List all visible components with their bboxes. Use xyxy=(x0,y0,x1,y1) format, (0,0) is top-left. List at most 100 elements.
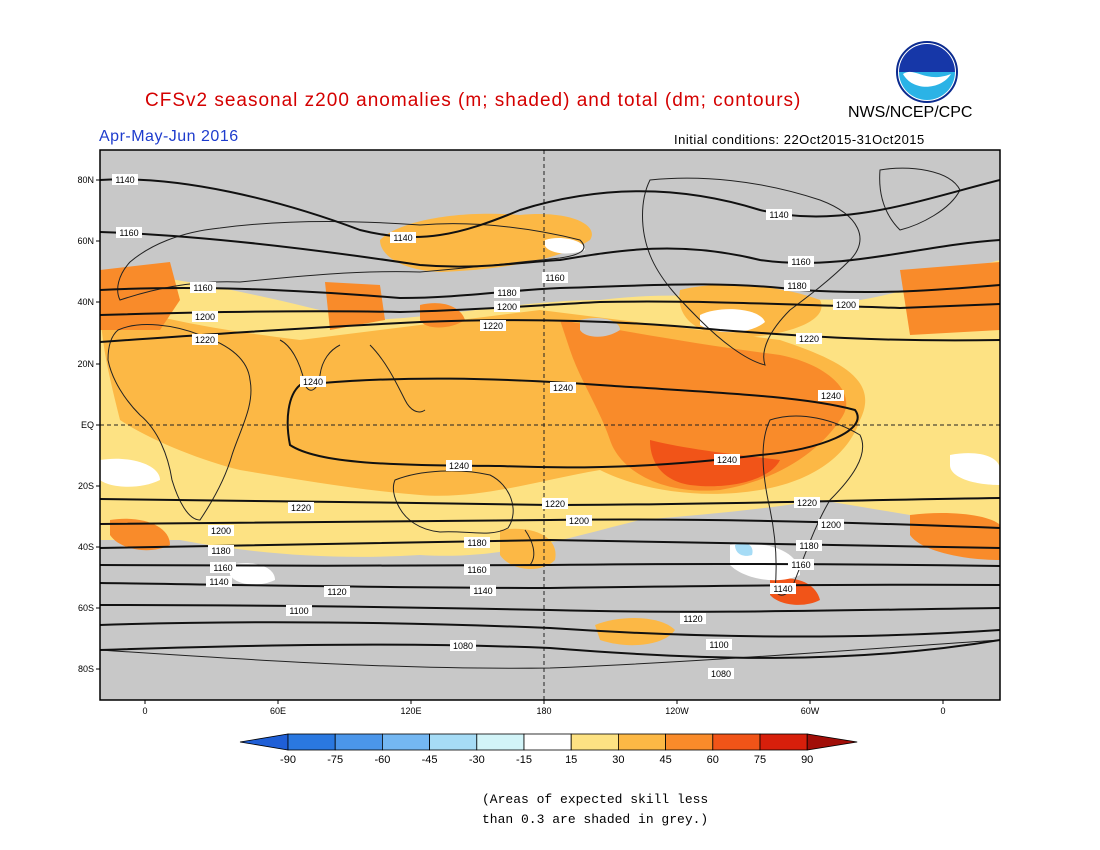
contour-label: 1200 xyxy=(833,299,859,310)
anomaly-near-zero xyxy=(230,563,275,585)
colorbar-box xyxy=(665,733,714,751)
continent-outlines xyxy=(100,167,1000,669)
lon-tick: 60W xyxy=(801,700,820,716)
anomaly-30-45 xyxy=(595,618,675,646)
svg-text:60W: 60W xyxy=(801,706,820,716)
contour-label: 1160 xyxy=(210,562,236,573)
contour-label: 1140 xyxy=(206,576,232,587)
contour-label: 1180 xyxy=(208,545,234,556)
contour-label: 1140 xyxy=(766,209,792,220)
contour-label: 1220 xyxy=(542,498,568,509)
svg-text:1220: 1220 xyxy=(799,334,819,344)
contour-label: 1220 xyxy=(288,502,314,513)
svg-text:80N: 80N xyxy=(77,175,94,185)
low-skill-grey-area xyxy=(380,284,470,305)
svg-text:1160: 1160 xyxy=(467,565,486,575)
colorbar-tick-label: -90 xyxy=(280,754,296,766)
svg-text:1160: 1160 xyxy=(119,228,138,238)
anomaly-45-60 xyxy=(110,518,170,551)
colorbar-box xyxy=(523,733,572,751)
latitude-axis: 80N 60N 40N 20N EQ 20S 40S 60S 80S xyxy=(77,175,100,674)
svg-text:1140: 1140 xyxy=(393,233,412,243)
svg-text:1200: 1200 xyxy=(497,302,517,312)
antarctica-outline xyxy=(100,639,1000,669)
lat-tick: 60S xyxy=(78,603,100,613)
colorbar-tick-label: -60 xyxy=(374,754,390,766)
svg-text:60N: 60N xyxy=(77,236,94,246)
svg-text:1180: 1180 xyxy=(467,538,486,548)
contour-1160-south xyxy=(100,562,1000,567)
lat-tick: 40S xyxy=(78,542,100,552)
contour-label: 1140 xyxy=(112,174,138,185)
lon-tick: 120E xyxy=(400,700,422,716)
svg-text:1220: 1220 xyxy=(797,498,817,508)
lon-tick: 180 xyxy=(536,700,552,716)
contour-label: 1180 xyxy=(784,280,810,291)
colorbar-box xyxy=(287,733,336,751)
contour-label: 1240 xyxy=(818,390,844,401)
svg-text:1180: 1180 xyxy=(787,281,806,291)
contour-1200-north xyxy=(100,300,1000,316)
colorbar-tick-label: 75 xyxy=(754,754,766,766)
svg-text:1080: 1080 xyxy=(453,641,473,651)
svg-text:0: 0 xyxy=(142,706,147,716)
colorbar-box xyxy=(334,733,383,751)
colorbar-tick-label: 60 xyxy=(707,754,719,766)
contour-label: 1200 xyxy=(818,519,844,530)
svg-text:120E: 120E xyxy=(400,706,421,716)
svg-text:1220: 1220 xyxy=(483,321,503,331)
svg-text:80S: 80S xyxy=(78,664,94,674)
contour-label: 1180 xyxy=(464,537,490,548)
svg-text:60S: 60S xyxy=(78,603,94,613)
anomaly-30-45 xyxy=(380,213,592,272)
svg-text:1180: 1180 xyxy=(497,288,516,298)
contour-label: 1100 xyxy=(706,639,732,650)
contour-label: 1140 xyxy=(470,585,496,596)
colorbar-ticks: -90 -75 -60 -45 -30 -15 15 30 45 60 75 90 xyxy=(280,754,813,766)
lon-tick: 0 xyxy=(940,700,946,716)
lat-tick: 20N xyxy=(77,359,100,369)
svg-text:120W: 120W xyxy=(665,706,689,716)
anomaly-near-zero xyxy=(100,458,160,487)
colorbar-tick-label: 90 xyxy=(801,754,813,766)
svg-text:1140: 1140 xyxy=(115,175,134,185)
initial-conditions-label: Initial conditions: 22Oct2015-31Oct2015 xyxy=(674,132,925,147)
contour-label: 1200 xyxy=(192,311,218,322)
svg-text:1220: 1220 xyxy=(545,499,565,509)
india-outline xyxy=(279,339,341,391)
colorbar-boxes xyxy=(239,733,858,751)
svg-text:1240: 1240 xyxy=(303,377,323,387)
svg-text:1240: 1240 xyxy=(821,391,841,401)
svg-text:1160: 1160 xyxy=(213,563,232,573)
svg-text:1120: 1120 xyxy=(327,587,346,597)
contour-label: 1220 xyxy=(192,334,218,345)
south-america-outline xyxy=(762,415,864,596)
contour-label: 1160 xyxy=(190,282,216,293)
svg-text:1240: 1240 xyxy=(553,383,573,393)
contour-label: 1080 xyxy=(708,668,734,679)
svg-text:1220: 1220 xyxy=(291,503,311,513)
svg-text:1140: 1140 xyxy=(773,584,792,594)
colorbar-tick-label: -15 xyxy=(516,754,532,766)
contour-label: 1200 xyxy=(494,301,520,312)
svg-text:0: 0 xyxy=(940,706,945,716)
lat-tick: 40N xyxy=(77,297,100,307)
svg-text:1200: 1200 xyxy=(836,300,856,310)
southeast-asia-outline xyxy=(369,344,426,413)
skill-note-line1: (Areas of expected skill less xyxy=(482,792,709,807)
longitude-axis: 0 60E 120E 180 120W 60W 0 xyxy=(142,700,946,716)
contour-label: 1180 xyxy=(494,287,520,298)
lat-tick: 20S xyxy=(78,481,100,491)
svg-text:1080: 1080 xyxy=(711,669,731,679)
contour-1200-south xyxy=(100,518,1000,529)
colorbar-box xyxy=(381,733,430,751)
colorbar-box xyxy=(759,733,808,751)
svg-text:1240: 1240 xyxy=(449,461,469,471)
contour-label: 1180 xyxy=(796,540,822,551)
australia-outline xyxy=(392,470,514,534)
svg-text:1100: 1100 xyxy=(709,640,728,650)
contour-label: 1140 xyxy=(390,232,416,243)
contour-label: 1200 xyxy=(208,525,234,536)
colorbar-box xyxy=(476,733,525,751)
svg-text:1220: 1220 xyxy=(195,335,215,345)
